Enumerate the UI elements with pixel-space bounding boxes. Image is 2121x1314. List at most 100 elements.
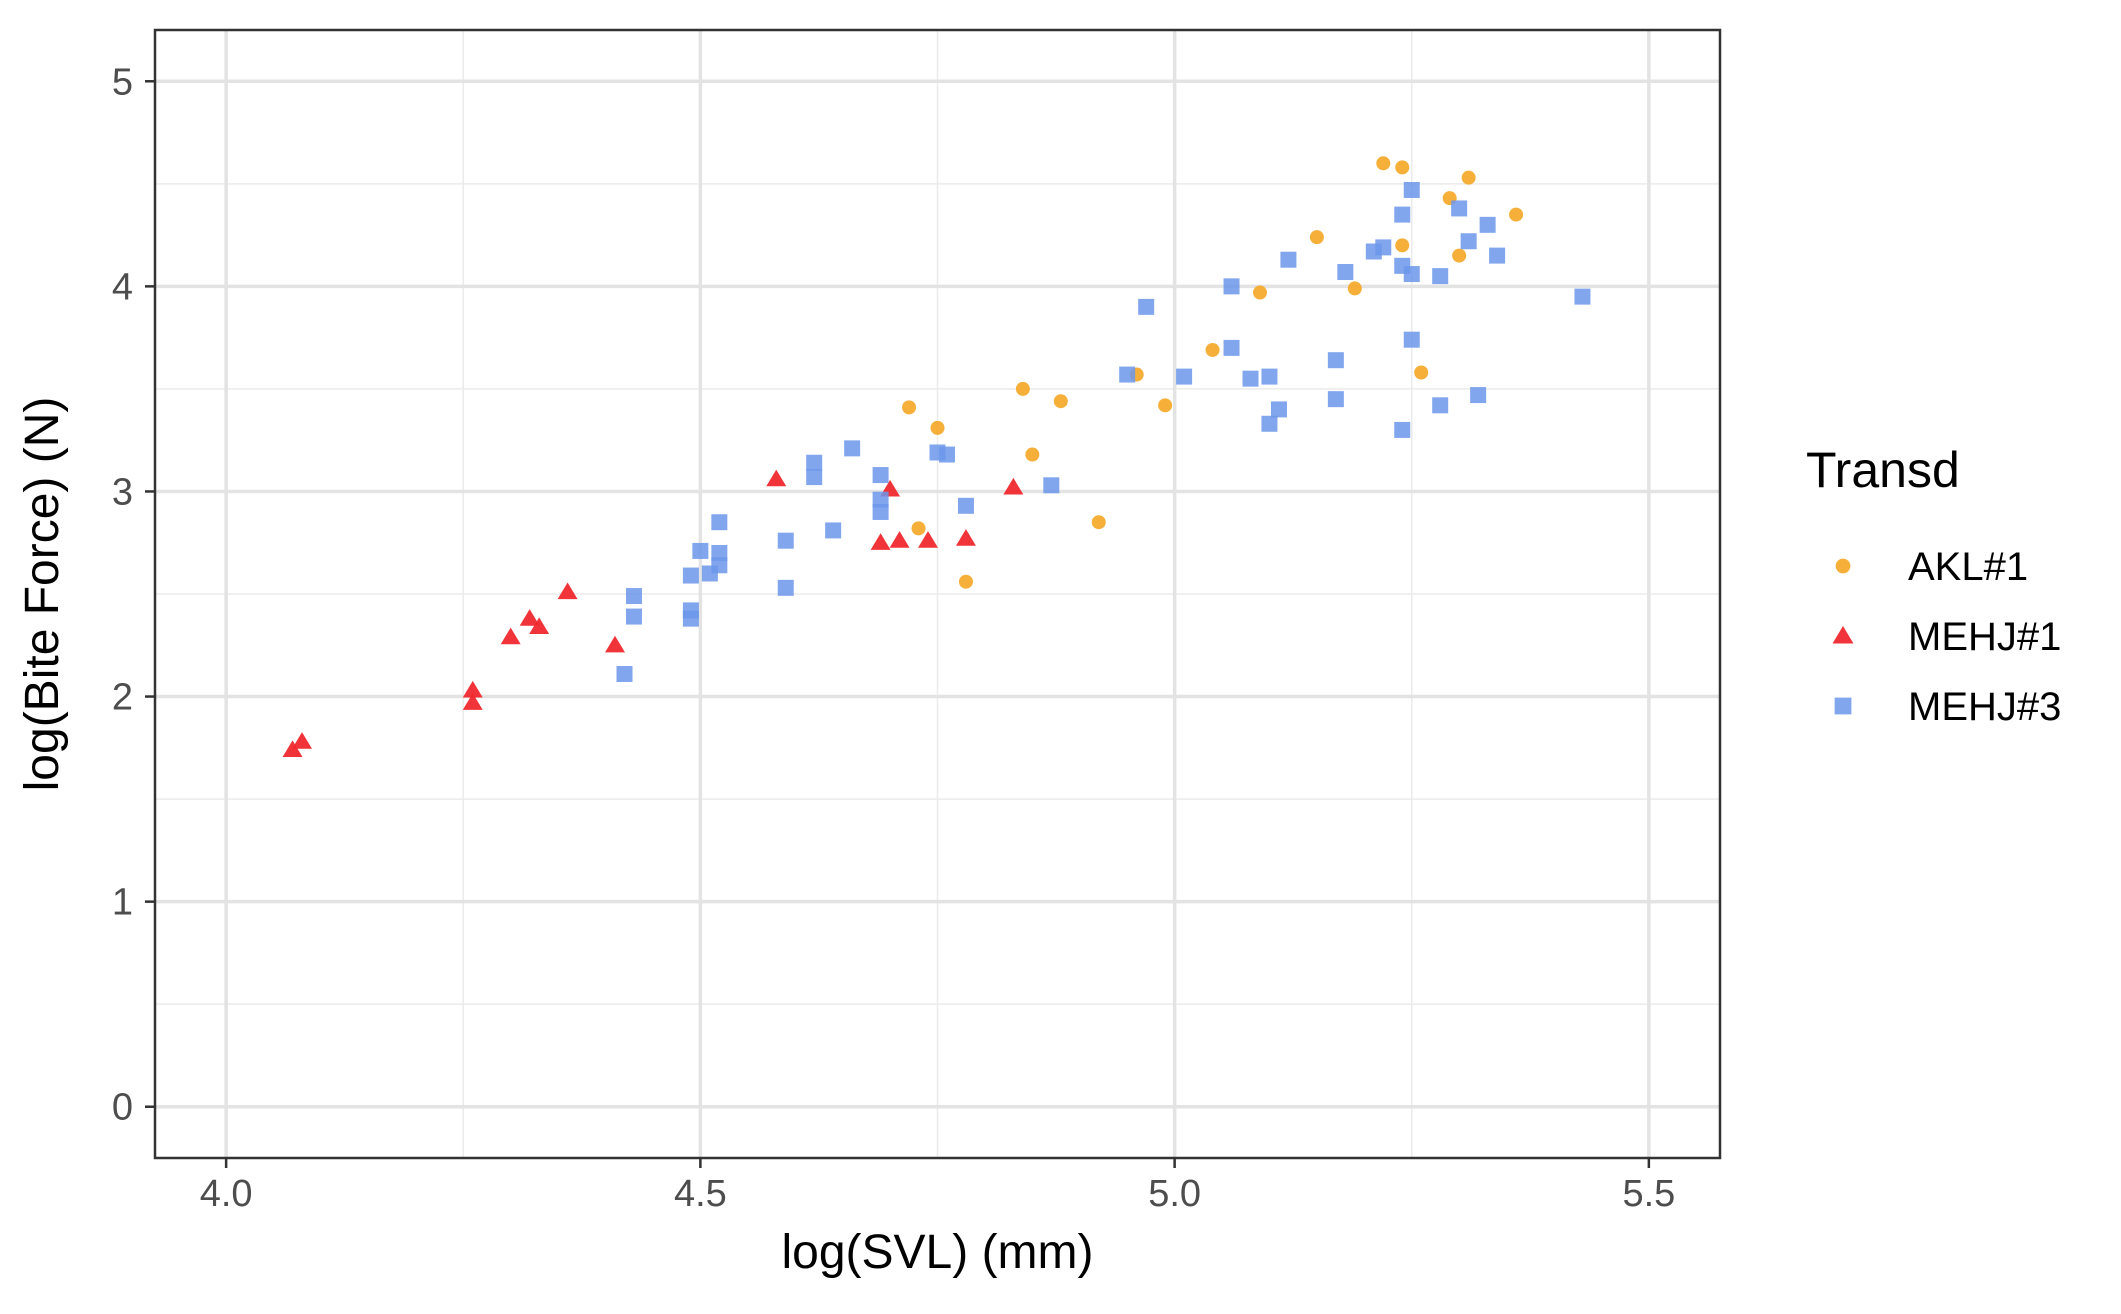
data-point	[557, 582, 578, 600]
data-point	[930, 420, 945, 435]
data-point	[1280, 251, 1297, 268]
data-point	[625, 608, 642, 625]
legend-label: AKL#1	[1908, 545, 2028, 589]
x-tick-label: 4.5	[674, 1173, 727, 1215]
data-point	[938, 446, 955, 463]
data-point	[1223, 278, 1240, 295]
data-point	[1394, 206, 1411, 223]
data-point	[1261, 415, 1278, 432]
data-point	[1242, 370, 1259, 387]
data-point	[957, 497, 974, 514]
series-mehj-3	[616, 181, 1591, 682]
data-point	[958, 574, 973, 589]
data-point	[1158, 398, 1173, 413]
data-point	[1376, 156, 1391, 171]
data-point	[902, 400, 917, 415]
legend-label: MEHJ#1	[1908, 615, 2061, 659]
data-point	[1489, 247, 1506, 264]
data-point	[806, 469, 823, 486]
y-tick-label: 4	[112, 266, 133, 308]
data-point	[1091, 515, 1106, 530]
data-point	[872, 503, 889, 520]
data-point	[1043, 477, 1060, 494]
data-point	[1053, 394, 1068, 409]
data-point	[1375, 239, 1392, 256]
legend-item: AKL#1	[1835, 545, 2028, 589]
data-point	[806, 454, 823, 471]
data-point	[1470, 387, 1487, 404]
data-point	[844, 440, 861, 457]
legend-label: MEHJ#3	[1908, 685, 2061, 729]
data-point	[1223, 339, 1240, 356]
data-point	[1461, 170, 1476, 185]
data-point	[1403, 266, 1420, 283]
data-point	[955, 529, 976, 546]
y-tick-label: 5	[112, 61, 133, 103]
data-point	[1403, 181, 1420, 198]
legend-item: MEHJ#1	[1832, 615, 2061, 659]
data-point	[292, 732, 312, 749]
x-tick-label: 5.0	[1148, 1173, 1201, 1215]
y-axis-title: log(Bite Force) (N)	[16, 397, 69, 792]
legend-title: Transd	[1806, 442, 1960, 498]
data-point	[1205, 342, 1220, 357]
data-point	[1414, 365, 1429, 380]
data-point	[1395, 238, 1410, 253]
data-point	[711, 557, 728, 574]
data-point	[872, 491, 889, 508]
data-point	[1327, 352, 1344, 369]
x-axis-title: log(SVL) (mm)	[781, 1226, 1093, 1279]
plot-panel-border	[153, 28, 1722, 1160]
x-tick-label: 4.0	[200, 1173, 253, 1215]
x-axis-ticks: 4.0 4.5 5.0 5.5	[200, 1158, 1675, 1215]
data-point	[1015, 381, 1030, 396]
data-point	[1432, 397, 1449, 414]
data-point	[1574, 288, 1591, 305]
data-point	[1138, 298, 1155, 315]
data-point	[1479, 216, 1496, 233]
data-points	[282, 156, 1591, 757]
data-point	[1003, 477, 1024, 495]
data-point	[1309, 230, 1324, 245]
data-point	[711, 514, 728, 531]
legend-item: MEHJ#3	[1834, 685, 2061, 729]
minor-gridlines	[155, 30, 1720, 1158]
y-axis-ticks: 0 1 2 3 4 5	[112, 61, 155, 1129]
data-point	[500, 627, 521, 645]
data-point	[462, 693, 483, 710]
data-point	[777, 579, 794, 596]
y-tick-label: 0	[112, 1087, 133, 1129]
data-point	[825, 522, 842, 539]
y-tick-label: 1	[112, 882, 133, 924]
major-gridlines	[155, 30, 1720, 1158]
data-point	[462, 680, 483, 698]
data-point	[1270, 401, 1287, 418]
data-point	[711, 544, 728, 561]
legend: Transd AKL#1 MEHJ#1 MEHJ#3	[1806, 442, 2061, 729]
data-point	[1347, 281, 1362, 296]
data-point	[682, 567, 699, 584]
data-point	[616, 665, 633, 682]
data-point	[766, 469, 787, 487]
data-point	[605, 635, 625, 653]
data-point	[1509, 207, 1524, 222]
data-point	[1337, 264, 1354, 281]
y-tick-label: 3	[112, 471, 133, 513]
data-point	[625, 588, 642, 605]
data-point	[1452, 248, 1467, 263]
legend-key	[1835, 558, 1851, 574]
data-point	[692, 542, 709, 559]
y-tick-label: 2	[112, 677, 133, 719]
data-point	[918, 531, 938, 548]
legend-key	[1834, 697, 1852, 715]
data-point	[529, 617, 550, 634]
data-point	[1025, 447, 1040, 462]
data-point	[777, 532, 794, 549]
data-point	[682, 610, 699, 627]
data-point	[870, 533, 891, 550]
data-point	[872, 467, 889, 484]
data-point	[1327, 391, 1344, 408]
data-point	[1451, 200, 1468, 217]
